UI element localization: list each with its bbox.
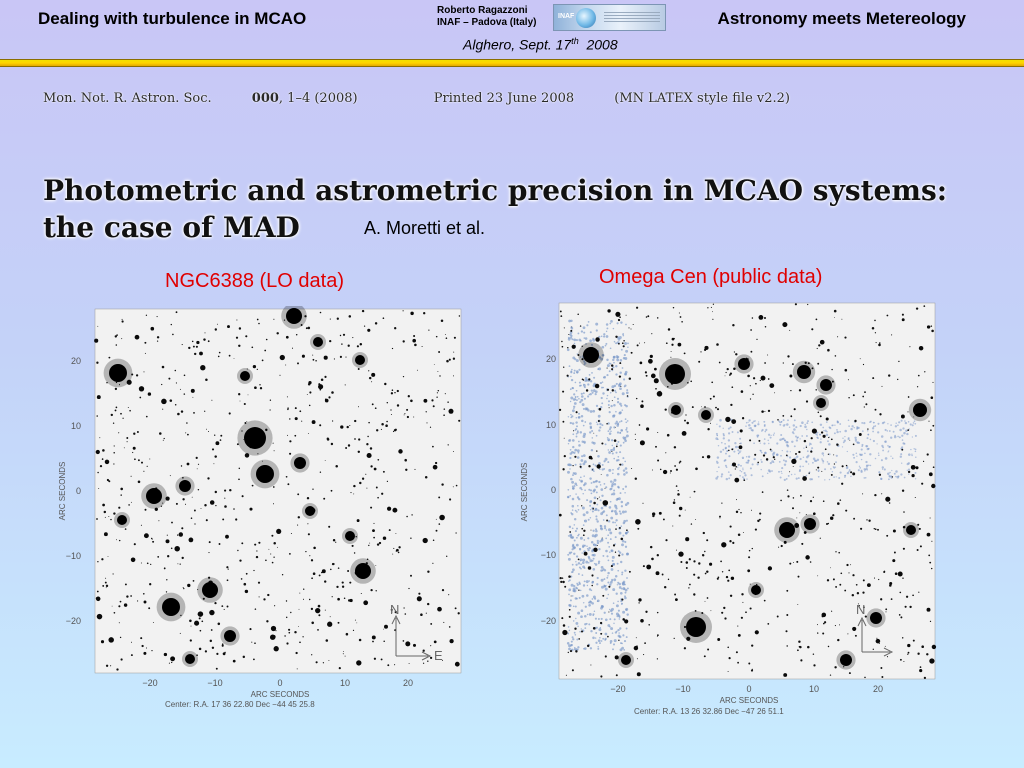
left-stars (94, 306, 461, 671)
right-xaxis-label: ARC SECONDS (720, 696, 779, 705)
right-star-field-panel: 20 10 0 −10 −20 −20 −10 0 10 20 ARC SECO… (516, 300, 946, 720)
paper-title-line2: the case of MAD (43, 211, 300, 244)
left-image-label: NGC6388 (LO data) (165, 270, 344, 292)
right-xtick-4: 10 (809, 684, 819, 694)
header-right-title: Astronomy meets Metereology (717, 9, 966, 28)
left-xtick-4: 10 (340, 678, 350, 688)
right-image-label: Omega Cen (public data) (599, 266, 823, 288)
institute-logo: INAF (553, 4, 666, 31)
right-ytick-5: −20 (541, 616, 556, 626)
logo-lines (604, 12, 660, 24)
right-xtick-5: 20 (873, 684, 883, 694)
left-ytick-5: −20 (66, 616, 81, 626)
left-yaxis-label: ARC SECONDS (58, 462, 67, 521)
printed-date: Printed 23 June 2008 (433, 91, 575, 106)
right-stars (558, 303, 937, 680)
right-ytick-2: 10 (546, 420, 556, 430)
right-image-artifacts (566, 319, 917, 652)
left-ytick-1: 20 (71, 356, 81, 366)
left-star-field-panel: 20 10 0 −10 −20 −20 −10 0 10 20 ARC SECO… (50, 306, 470, 711)
left-compass-e: E (434, 648, 443, 663)
right-ytick-3: 0 (551, 485, 556, 495)
right-compass-arrows (857, 616, 894, 657)
paper-title-line1: Photometric and astrometric precision in… (43, 174, 948, 207)
venue-prefix: Alghero, Sept. 17 (463, 36, 572, 53)
right-xtick-3: 0 (746, 684, 751, 694)
journal-volume: 000 (251, 91, 279, 106)
header-left-title: Dealing with turbulence in MCAO (38, 9, 307, 28)
logo-text: INAF (558, 13, 575, 20)
left-xtick-3: 0 (277, 678, 282, 688)
left-xaxis-label: ARC SECONDS (251, 690, 310, 699)
left-xtick-1: −20 (142, 678, 157, 688)
left-ytick-3: 0 (76, 486, 81, 496)
paper-title: Photometric and astrometric precision in… (43, 172, 947, 246)
right-yaxis-label: ARC SECONDS (520, 463, 529, 522)
venue-year: 2008 (586, 36, 618, 53)
author-name: Roberto Ragazzoni (437, 5, 528, 16)
left-xtick-5: 20 (403, 678, 413, 688)
author-block: Roberto Ragazzoni INAF – Padova (Italy) (437, 5, 536, 29)
header-divider-bar (0, 59, 1024, 67)
left-center-coords: Center: R.A. 17 36 22.80 Dec −44 45 25.8 (165, 700, 315, 709)
globe-icon (576, 8, 596, 28)
style-file: (MN LATEX style file v2.2) (614, 91, 790, 106)
right-xtick-2: −10 (675, 684, 690, 694)
left-ytick-2: 10 (71, 421, 81, 431)
left-compass-arrows (391, 614, 432, 661)
right-compass-n: N (856, 602, 865, 617)
left-ytick-4: −10 (66, 551, 81, 561)
venue-sup: th (571, 36, 579, 46)
left-xtick-2: −10 (207, 678, 222, 688)
journal-line: Mon. Not. R. Astron. Soc. 000, 1–4 (2008… (43, 91, 826, 106)
right-ytick-1: 20 (546, 354, 556, 364)
paper-authors: A. Moretti et al. (364, 218, 486, 238)
author-affiliation: INAF – Padova (Italy) (437, 17, 537, 28)
right-center-coords: Center: R.A. 13 26 32.86 Dec −47 26 51.1 (634, 707, 784, 716)
venue-line: Alghero, Sept. 17th 2008 (463, 36, 618, 53)
right-xtick-1: −20 (610, 684, 625, 694)
right-ytick-4: −10 (541, 550, 556, 560)
left-compass-n: N (390, 602, 399, 617)
journal-pages: , 1–4 (2008) (278, 91, 358, 106)
journal-name: Mon. Not. R. Astron. Soc. (43, 91, 212, 106)
